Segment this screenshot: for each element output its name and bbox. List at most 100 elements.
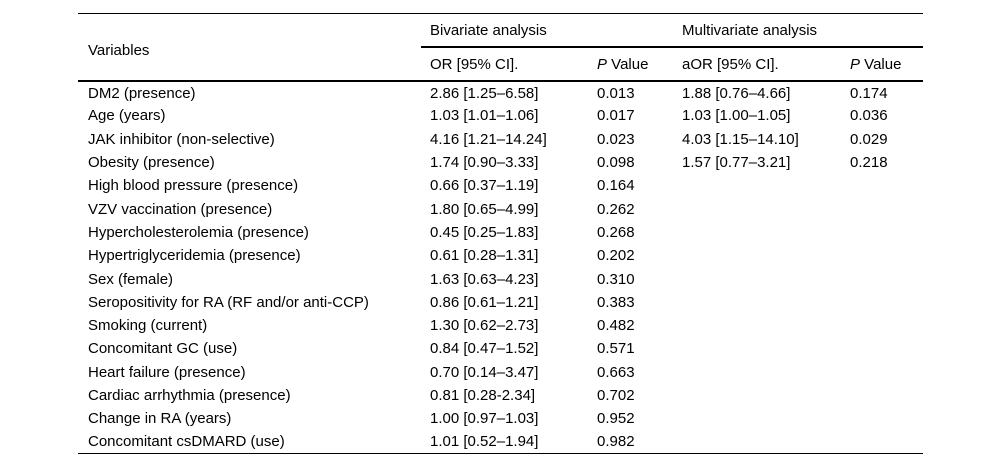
table-body: DM2 (presence) 2.86 [1.25–6.58] 0.013 1.… <box>78 81 923 455</box>
variable-name: Change in RA (years) <box>88 410 232 428</box>
bivariate-or-ci: 1.03 [1.01–1.06] <box>430 107 539 125</box>
bivariate-or-ci: 1.01 [0.52–1.94] <box>421 430 588 455</box>
variable-name: High blood pressure (presence) <box>88 177 299 195</box>
bivariate-or-ci: 0.70 [0.14–3.47] <box>430 363 539 381</box>
multivariate-p-value <box>841 244 923 267</box>
table-row: Smoking (current) 1.30 [0.62–2.73] 0.482 <box>78 314 923 337</box>
bivariate-p-value: 0.952 <box>597 410 635 428</box>
p-value-italic-p: P <box>850 55 861 73</box>
variable-name: Hypertriglyceridemia (presence) <box>88 247 301 265</box>
variable-name: JAK inhibitor (non-selective) <box>88 130 275 148</box>
multivariate-p-value <box>841 384 923 407</box>
bivariate-or-ci: 0.86 [0.61–1.21] <box>430 293 539 311</box>
multivariate-p-value <box>841 267 923 290</box>
group-header-multivariate: Multivariate analysis <box>673 13 923 48</box>
variable-name: Sex (female) <box>88 270 174 288</box>
bivariate-p-value: 0.262 <box>597 200 635 218</box>
bivariate-p-value: 0.098 <box>597 154 635 172</box>
multivariate-aor-ci: 1.57 [0.77–3.21] <box>682 154 791 172</box>
multivariate-p-value: 0.029 <box>850 130 888 148</box>
bivariate-or-ci: 0.66 [0.37–1.19] <box>430 177 539 195</box>
variable-name: Seropositivity for RA (RF and/or anti-CC… <box>88 293 369 311</box>
p-value-rest: Value <box>860 55 902 73</box>
variable-name: Cardiac arrhythmia (presence) <box>88 387 291 404</box>
bivariate-p-value: 0.013 <box>597 84 635 102</box>
bivariate-p-value: 0.383 <box>597 293 635 311</box>
multivariate-p-value <box>841 314 923 337</box>
multivariate-aor-ci <box>673 407 841 430</box>
table-row: DM2 (presence) 2.86 [1.25–6.58] 0.013 1.… <box>78 81 923 104</box>
multivariate-aor-ci: 1.03 [1.00–1.05] <box>682 107 791 125</box>
bivariate-or-ci: 1.63 [0.63–4.23] <box>430 270 539 288</box>
bivariate-or-ci: 1.74 [0.90–3.33] <box>430 154 539 172</box>
column-header-or-ci: OR [95% CI]. <box>421 47 588 82</box>
sub-header-row: OR [95% CI]. P Value aOR [95% CI]. P Val… <box>78 47 923 82</box>
multivariate-aor-ci <box>673 337 841 360</box>
column-header-multivariate-p-value: P Value <box>841 47 923 82</box>
multivariate-aor-ci <box>673 174 841 197</box>
bivariate-or-ci: 0.81 [0.28-2.34] <box>430 387 536 404</box>
multivariate-p-value <box>841 337 923 360</box>
column-header-aor-ci: aOR [95% CI]. <box>673 47 841 82</box>
bivariate-p-value: 0.482 <box>597 317 635 335</box>
multivariate-aor-ci <box>673 244 841 267</box>
bivariate-p-value: 0.164 <box>597 177 635 195</box>
multivariate-aor-ci: 1.88 [0.76–4.66] <box>682 84 791 102</box>
variable-name: Heart failure (presence) <box>88 363 246 381</box>
variable-name: Age (years) <box>88 107 166 125</box>
variable-name: DM2 (presence) <box>88 84 196 102</box>
bivariate-or-ci: 1.00 [0.97–1.03] <box>430 410 539 428</box>
bivariate-p-value: 0.982 <box>588 430 673 455</box>
multivariate-p-value: 0.036 <box>850 107 888 125</box>
bivariate-or-ci: 0.45 [0.25–1.83] <box>430 223 539 241</box>
bivariate-or-ci: 4.16 [1.21–14.24] <box>430 130 547 148</box>
table-row: Heart failure (presence) 0.70 [0.14–3.47… <box>78 361 923 384</box>
bivariate-or-ci: 1.30 [0.62–2.73] <box>430 317 539 335</box>
group-header-row: Variables Bivariate analysis Multivariat… <box>78 13 923 82</box>
multivariate-p-value <box>841 221 923 244</box>
multivariate-aor-ci <box>673 267 841 290</box>
multivariate-p-value <box>841 430 923 455</box>
bivariate-p-value: 0.268 <box>597 223 635 241</box>
multivariate-p-value <box>841 197 923 220</box>
table-row: Seropositivity for RA (RF and/or anti-CC… <box>78 291 923 314</box>
bivariate-p-value: 0.702 <box>597 387 635 404</box>
table-row: Concomitant GC (use) 0.84 [0.47–1.52] 0.… <box>78 337 923 360</box>
variable-name: Smoking (current) <box>88 317 208 335</box>
multivariate-aor-ci <box>673 314 841 337</box>
p-value-rest: Value <box>607 55 649 73</box>
table-row: High blood pressure (presence) 0.66 [0.3… <box>78 174 923 197</box>
variable-name: Concomitant GC (use) <box>88 340 238 358</box>
multivariate-aor-ci <box>673 197 841 220</box>
bivariate-p-value: 0.663 <box>597 363 635 381</box>
multivariate-aor-ci <box>673 430 841 455</box>
bivariate-or-ci: 2.86 [1.25–6.58] <box>430 84 539 102</box>
variable-name: Obesity (presence) <box>88 154 215 172</box>
variable-name: VZV vaccination (presence) <box>88 200 273 218</box>
table-row: Hypercholesterolemia (presence) 0.45 [0.… <box>78 221 923 244</box>
bivariate-p-value: 0.023 <box>597 130 635 148</box>
bivariate-or-ci: 1.80 [0.65–4.99] <box>430 200 539 218</box>
bivariate-or-ci: 0.84 [0.47–1.52] <box>430 340 539 358</box>
table-row: Cardiac arrhythmia (presence) 0.81 [0.28… <box>78 384 923 407</box>
table-row: Obesity (presence) 1.74 [0.90–3.33] 0.09… <box>78 151 923 174</box>
variable-name: Hypercholesterolemia (presence) <box>88 223 309 241</box>
multivariate-aor-ci <box>673 291 841 314</box>
bivariate-p-value: 0.202 <box>597 247 635 265</box>
table-row: Concomitant csDMARD (use) 1.01 [0.52–1.9… <box>78 430 923 455</box>
bivariate-or-ci: 0.61 [0.28–1.31] <box>430 247 539 265</box>
multivariate-p-value: 0.218 <box>850 154 888 172</box>
multivariate-p-value <box>841 361 923 384</box>
table-row: VZV vaccination (presence) 1.80 [0.65–4.… <box>78 197 923 220</box>
multivariate-aor-ci <box>673 361 841 384</box>
table-row: JAK inhibitor (non-selective) 4.16 [1.21… <box>78 128 923 151</box>
bivariate-p-value: 0.571 <box>597 340 635 358</box>
table-row: Age (years) 1.03 [1.01–1.06] 0.017 1.03 … <box>78 104 923 127</box>
table-header: Variables Bivariate analysis Multivariat… <box>78 13 923 82</box>
multivariate-p-value <box>841 174 923 197</box>
column-header-variables: Variables <box>78 13 421 82</box>
multivariate-aor-ci: 4.03 [1.15–14.10] <box>682 130 799 148</box>
table-row: Hypertriglyceridemia (presence) 0.61 [0.… <box>78 244 923 267</box>
table-row: Change in RA (years) 1.00 [0.97–1.03] 0.… <box>78 407 923 430</box>
